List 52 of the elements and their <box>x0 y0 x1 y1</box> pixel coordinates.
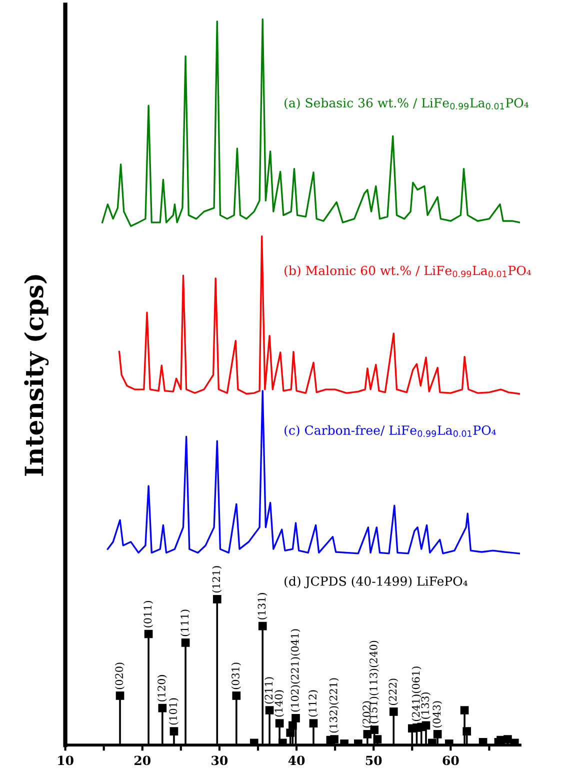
y-axis-title: Intensity (cps) <box>24 275 49 476</box>
point <box>422 721 430 730</box>
text: (d) JCPDS (40-1499) LiFePO₄ <box>284 576 468 588</box>
point <box>292 714 300 722</box>
point <box>460 706 469 714</box>
annotation: (112) <box>308 690 318 717</box>
annotation: (031) <box>231 662 241 690</box>
x-tick-label: 50 <box>366 756 382 766</box>
series-label: (b) Malonic 60 wt.% / LiFe$_{0.99}$La$_{0.01}$PO₄ <box>284 266 532 278</box>
point <box>158 704 167 712</box>
annotation: (151)(113)(240) <box>369 640 379 724</box>
annotation: (011) <box>143 601 154 628</box>
point <box>181 638 190 647</box>
x-tick-label: 40 <box>288 756 305 766</box>
series-label: (c) Carbon-free/ LiFe$_{0.99}$La$_{0.01}$PO₄ <box>284 425 496 437</box>
point <box>504 735 512 744</box>
annotation: (131) <box>258 593 268 620</box>
point <box>363 730 372 738</box>
point <box>286 728 295 737</box>
annotation: (133) <box>420 692 430 719</box>
annotation: (102)(221)(041) <box>290 629 300 712</box>
x-tick-label: 30 <box>212 756 228 766</box>
annotation: (111) <box>180 610 190 636</box>
point <box>232 692 241 700</box>
point <box>265 706 274 714</box>
annotation: (132)(221) <box>329 678 339 733</box>
annotation: (020) <box>114 662 125 690</box>
point <box>389 708 398 716</box>
point <box>309 719 318 728</box>
point <box>370 726 379 734</box>
annotation: (222) <box>388 678 398 706</box>
x-tick-label: 10 <box>58 756 74 766</box>
point <box>144 630 153 638</box>
series-label: (a) Sebasic 36 wt.% / LiFe$_{0.99}$La$_{0.01}$PO₄ <box>284 98 528 110</box>
point <box>116 692 124 700</box>
point <box>258 622 267 630</box>
annotation: (043) <box>432 701 442 728</box>
point <box>433 730 442 738</box>
point <box>275 719 284 728</box>
point <box>170 727 178 736</box>
annotation: (120) <box>157 675 167 702</box>
x-tick-label: 60 <box>442 756 459 766</box>
annotation: (211) <box>264 677 274 704</box>
annotation: (241)(061) <box>412 666 422 722</box>
point <box>462 727 472 736</box>
annotation: (121) <box>212 566 222 593</box>
annotation: (101) <box>168 698 178 725</box>
x-tick-label: 20 <box>134 756 150 766</box>
annotation: (202) <box>362 701 372 728</box>
point <box>288 721 297 730</box>
point <box>212 595 222 604</box>
annotation: (140) <box>274 690 284 717</box>
